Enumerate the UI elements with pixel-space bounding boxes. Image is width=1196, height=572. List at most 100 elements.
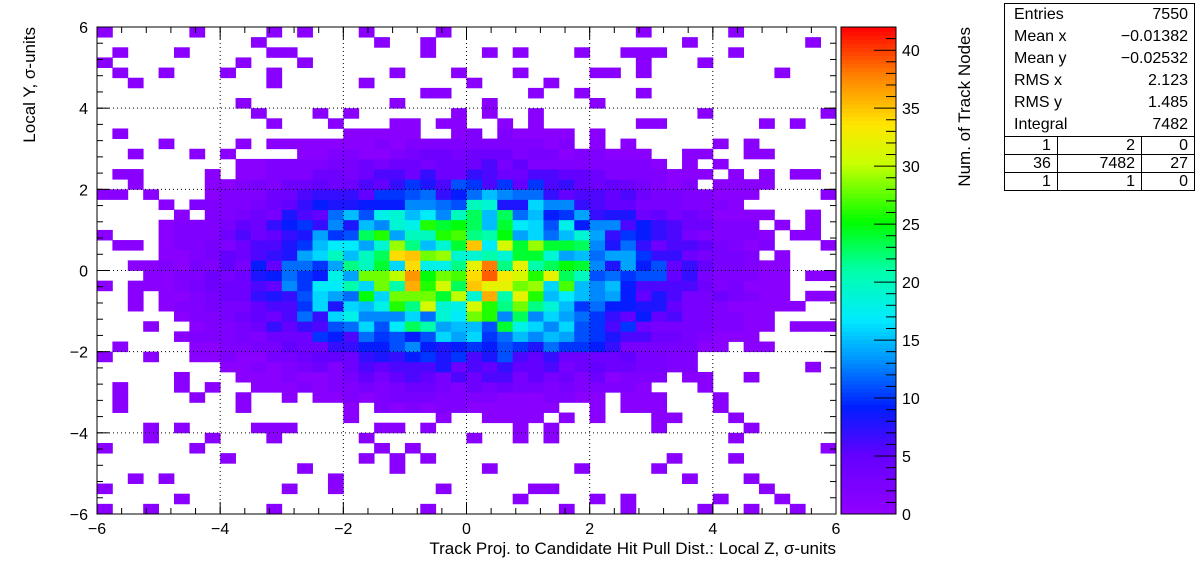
heatmap-cell bbox=[728, 250, 745, 261]
overflow-cell: 0 bbox=[1141, 172, 1194, 190]
heatmap-cell bbox=[543, 179, 560, 190]
heatmap-cell bbox=[112, 341, 129, 353]
heatmap-cell bbox=[158, 250, 175, 261]
palette-band bbox=[841, 221, 896, 227]
heatmap-cell bbox=[358, 148, 375, 160]
heatmap-cell bbox=[497, 240, 514, 251]
heatmap-cell bbox=[620, 148, 637, 160]
heatmap-cell bbox=[420, 260, 437, 271]
heatmap-cell bbox=[235, 209, 252, 221]
heatmap-cell bbox=[374, 189, 390, 200]
stats-row: RMS x 2.123 bbox=[1005, 70, 1194, 92]
heatmap-cell bbox=[250, 422, 267, 434]
heatmap-cell bbox=[543, 392, 560, 403]
heatmap-cell bbox=[466, 311, 483, 322]
heatmap-cell bbox=[466, 219, 483, 231]
heatmap-cell bbox=[312, 179, 329, 190]
heatmap-cell bbox=[635, 47, 652, 58]
heatmap-cell bbox=[605, 371, 621, 383]
heatmap-cell bbox=[404, 240, 421, 251]
heatmap-cell bbox=[343, 229, 360, 241]
heatmap-cell bbox=[266, 341, 283, 353]
heatmap-cell bbox=[266, 27, 283, 38]
heatmap-cell bbox=[605, 229, 621, 241]
heatmap-cell bbox=[281, 290, 298, 302]
heatmap-cell bbox=[451, 341, 467, 353]
heatmap-cell bbox=[589, 300, 606, 312]
heatmap-cell bbox=[451, 371, 467, 383]
heatmap-cell bbox=[327, 351, 344, 363]
heatmap-cell bbox=[497, 229, 514, 241]
heatmap-cell bbox=[297, 321, 313, 332]
heatmap-cell bbox=[759, 209, 775, 221]
heatmap-cell bbox=[127, 473, 144, 484]
heatmap-cell bbox=[697, 209, 714, 221]
heatmap-cell bbox=[497, 128, 514, 140]
heatmap-cell bbox=[189, 392, 206, 403]
heatmap-cell bbox=[250, 300, 267, 312]
palette-band bbox=[841, 380, 896, 385]
heatmap-cell bbox=[327, 148, 344, 160]
x-axis-ticks: −6 −4 −2 0 2 4 6 bbox=[88, 27, 841, 538]
palette-band bbox=[841, 408, 896, 414]
stats-value: 1.485 bbox=[1147, 94, 1188, 111]
heatmap-cell bbox=[297, 199, 313, 211]
heatmap-cell bbox=[574, 321, 591, 332]
heatmap-cell bbox=[543, 260, 560, 271]
heatmap-cell bbox=[528, 382, 544, 393]
heatmap-cell bbox=[512, 128, 529, 140]
heatmap-cell bbox=[805, 169, 822, 180]
heatmap-cell bbox=[435, 402, 452, 413]
palette-band bbox=[841, 71, 896, 77]
heatmap-cell bbox=[635, 290, 652, 302]
heatmap-cell bbox=[512, 169, 529, 180]
heatmap-cell bbox=[466, 341, 483, 353]
heatmap-cell bbox=[620, 199, 637, 211]
heatmap-cell bbox=[759, 240, 775, 251]
heatmap-cell bbox=[297, 219, 313, 231]
heatmap-cell bbox=[189, 260, 206, 271]
heatmap-cell bbox=[327, 341, 344, 353]
heatmap-cell bbox=[481, 412, 498, 424]
heatmap-cell bbox=[605, 361, 621, 373]
heatmap-cell bbox=[682, 311, 698, 322]
heatmap-cell bbox=[682, 179, 698, 190]
heatmap-cell bbox=[281, 300, 298, 312]
palette-band bbox=[841, 100, 896, 105]
heatmap-cell bbox=[651, 412, 668, 424]
heatmap-cell bbox=[712, 199, 729, 211]
heatmap-cell bbox=[512, 280, 529, 292]
heatmap-cell bbox=[543, 209, 560, 221]
heatmap-cell bbox=[528, 229, 544, 241]
heatmap-cell bbox=[759, 270, 775, 282]
heatmap-cell bbox=[466, 432, 483, 444]
heatmap-cell bbox=[266, 250, 283, 261]
heatmap-cell bbox=[189, 311, 206, 322]
y-tick-label: 4 bbox=[79, 101, 88, 118]
heatmap-cell bbox=[682, 148, 698, 160]
heatmap-cell bbox=[651, 331, 668, 342]
heatmap-cell bbox=[435, 341, 452, 353]
heatmap-cell bbox=[250, 341, 267, 353]
heatmap-cell bbox=[435, 300, 452, 312]
heatmap-cell bbox=[697, 229, 714, 241]
palette-band bbox=[841, 55, 896, 60]
heatmap-cell bbox=[173, 250, 190, 261]
palette-band bbox=[841, 286, 896, 292]
heatmap-cell bbox=[281, 219, 298, 231]
heatmap-cell bbox=[759, 483, 775, 495]
heatmap-cell bbox=[666, 311, 683, 322]
heatmap-cell bbox=[435, 199, 452, 211]
heatmap-cell bbox=[620, 392, 637, 403]
x-tick-label: −4 bbox=[211, 521, 229, 538]
heatmap-cell bbox=[682, 371, 698, 383]
heatmap-cell bbox=[189, 27, 206, 38]
heatmap-cell bbox=[374, 402, 390, 413]
heatmap-cell bbox=[266, 158, 283, 170]
heatmap-cell bbox=[528, 311, 544, 322]
heatmap-cell bbox=[620, 229, 637, 241]
heatmap-cell bbox=[543, 300, 560, 312]
heatmap-cell bbox=[466, 280, 483, 292]
palette-band bbox=[841, 238, 896, 243]
heatmap-cell bbox=[589, 189, 606, 200]
